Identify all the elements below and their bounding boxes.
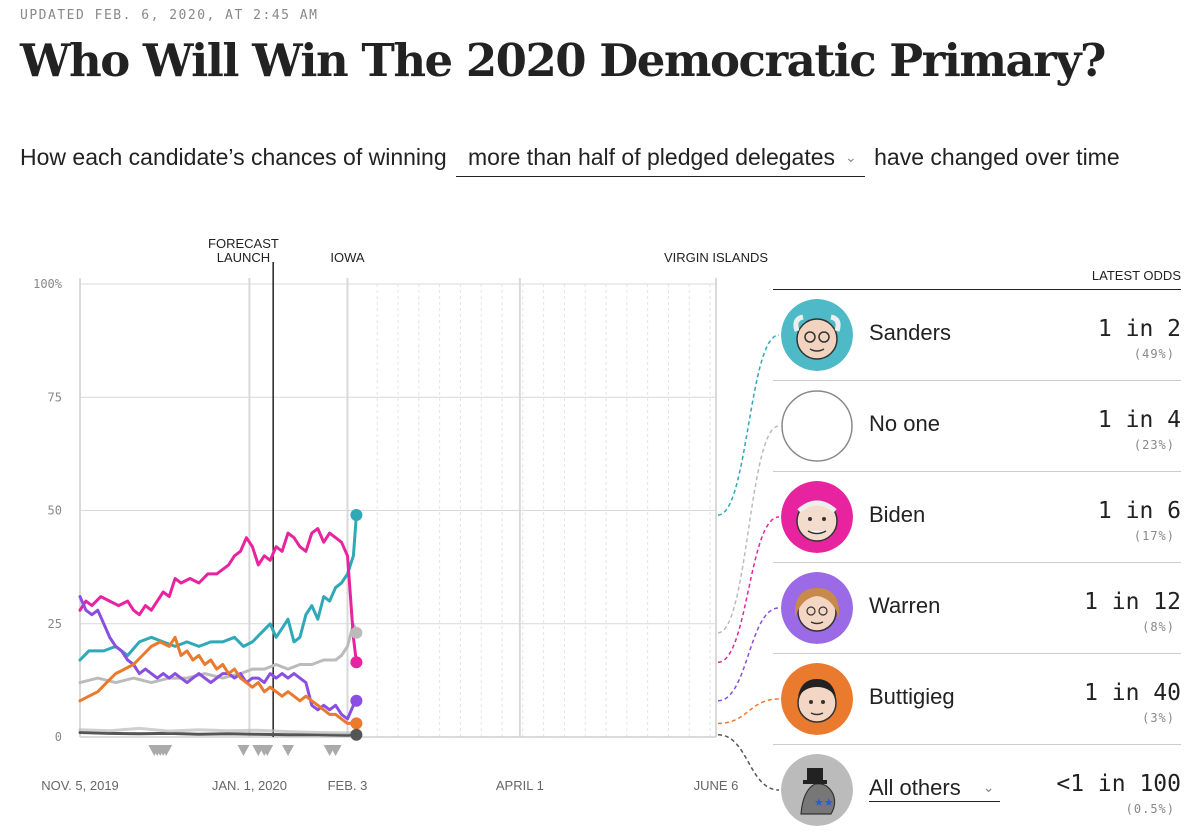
chart-description: How each candidate’s chances of winning … (20, 138, 1180, 177)
contest-triangle-marker (160, 745, 173, 756)
row-connector (717, 516, 780, 664)
contest-triangle-marker (261, 745, 274, 756)
y-tick-label: 50 (48, 504, 62, 518)
series-end-dot (350, 694, 363, 707)
series-line (78, 726, 358, 735)
x-tick-label: NOV. 5, 2019 (41, 778, 119, 793)
event-label: IOWA (330, 250, 365, 265)
candidate-percent: (3%) (1142, 711, 1175, 725)
candidate-odds: 1 in 4 (1097, 407, 1181, 433)
candidate-row-no-one: No one 1 in 4 (23%) (773, 381, 1181, 472)
candidate-odds: 1 in 40 (1084, 680, 1181, 706)
candidate-name-text: Biden (869, 502, 926, 527)
chevron-down-icon: ⌄ (982, 779, 995, 795)
candidate-name-text: Buttigieg (869, 684, 955, 709)
contest-triangle-marker (237, 745, 250, 756)
candidate-name: Buttigieg (869, 684, 955, 710)
candidate-name: Sanders (869, 320, 951, 346)
row-connector (717, 334, 780, 516)
chevron-down-icon: ⌄ (845, 149, 857, 165)
x-tick-label: JAN. 1, 2020 (212, 778, 287, 793)
candidate-row-buttigieg: Buttigieg 1 in 40 (3%) (773, 654, 1181, 745)
candidate-odds: 1 in 6 (1097, 498, 1181, 524)
row-connector (717, 698, 780, 725)
candidate-portrait (781, 481, 853, 553)
empty-avatar (781, 390, 853, 462)
page-title: Who Will Win The 2020 Democratic Primary… (20, 34, 1106, 87)
candidate-portrait (781, 663, 853, 735)
candidate-row-sanders: Sanders 1 in 2 (49%) (773, 290, 1181, 381)
series-end-dot (350, 509, 363, 522)
candidate-row-all-others: ★★ All others ⌄ <1 in 100 (0.5%) (773, 745, 1181, 835)
candidate-percent: (49%) (1133, 347, 1175, 361)
outcome-dropdown[interactable]: more than half of pledged delegates ⌄ (456, 138, 865, 177)
odds-line-chart: 0 25 50 75 100% NOV. 5, 2019 JAN. 1, 2020 FEB. … (33, 236, 780, 793)
candidate-portrait (781, 390, 853, 462)
candidate-odds: <1 in 100 (1056, 771, 1181, 797)
candidate-name-text: Sanders (869, 320, 951, 345)
svg-text:★★: ★★ (814, 796, 834, 809)
y-tick-label: 100% (33, 277, 63, 291)
candidate-portrait (781, 572, 853, 644)
candidate-avatar (781, 663, 853, 735)
y-tick-label: 25 (48, 617, 62, 631)
row-connector (717, 607, 780, 702)
x-tick-label: APRIL 1 (496, 778, 544, 793)
candidate-percent: (0.5%) (1125, 802, 1175, 816)
series-line (78, 635, 358, 725)
latest-odds-header: LATEST ODDS (773, 268, 1181, 290)
x-tick-label: FEB. 3 (328, 778, 368, 793)
y-tick-label: 75 (48, 390, 62, 404)
event-label: FORECAST (208, 236, 279, 251)
series-line (78, 527, 358, 664)
candidate-percent: (8%) (1142, 620, 1175, 634)
event-label: VIRGIN ISLANDS (664, 250, 768, 265)
series-end-dot (350, 656, 363, 669)
candidate-name: Biden (869, 502, 925, 528)
candidate-avatar (781, 572, 853, 644)
candidate-percent: (23%) (1133, 438, 1175, 452)
candidate-portrait (781, 299, 853, 371)
candidate-row-biden: Biden 1 in 6 (17%) (773, 472, 1181, 563)
candidate-row-warren: Warren 1 in 12 (8%) (773, 563, 1181, 654)
row-connector (717, 733, 780, 791)
candidate-odds: 1 in 12 (1084, 589, 1181, 615)
series-line (78, 595, 358, 721)
series-line (78, 622, 358, 685)
subtitle-suffix: have changed over time (874, 144, 1120, 170)
series-end-dot (350, 626, 363, 639)
y-tick-label: 0 (55, 730, 62, 744)
subtitle-prefix: How each candidate’s chances of winning (20, 144, 447, 170)
candidate-avatar (781, 299, 853, 371)
series-line (78, 513, 358, 662)
candidate-name: Warren (869, 593, 940, 619)
candidate-name-text: All others (869, 775, 961, 800)
outcome-dropdown-value: more than half of pledged delegates (468, 144, 836, 170)
candidate-avatar (781, 481, 853, 553)
x-tick-label: JUNE 6 (694, 778, 739, 793)
others-dropdown[interactable]: All others ⌄ (869, 775, 1001, 802)
series-end-dot (350, 728, 363, 741)
candidate-portrait: ★★ (781, 754, 853, 826)
row-connector (717, 425, 780, 634)
candidate-percent: (17%) (1133, 529, 1175, 543)
candidate-name-text: No one (869, 411, 940, 436)
updated-timestamp: UPDATED FEB. 6, 2020, AT 2:45 AM (20, 8, 319, 23)
event-label: LAUNCH (217, 250, 270, 265)
contest-triangle-marker (282, 745, 295, 756)
candidate-avatar: ★★ (781, 754, 853, 826)
candidate-name-text: Warren (869, 593, 941, 618)
series-end-dot (350, 717, 363, 730)
contest-triangle-marker (329, 745, 342, 756)
candidate-name: No one (869, 411, 940, 437)
series-line (78, 731, 358, 737)
candidate-odds: 1 in 2 (1097, 316, 1181, 342)
